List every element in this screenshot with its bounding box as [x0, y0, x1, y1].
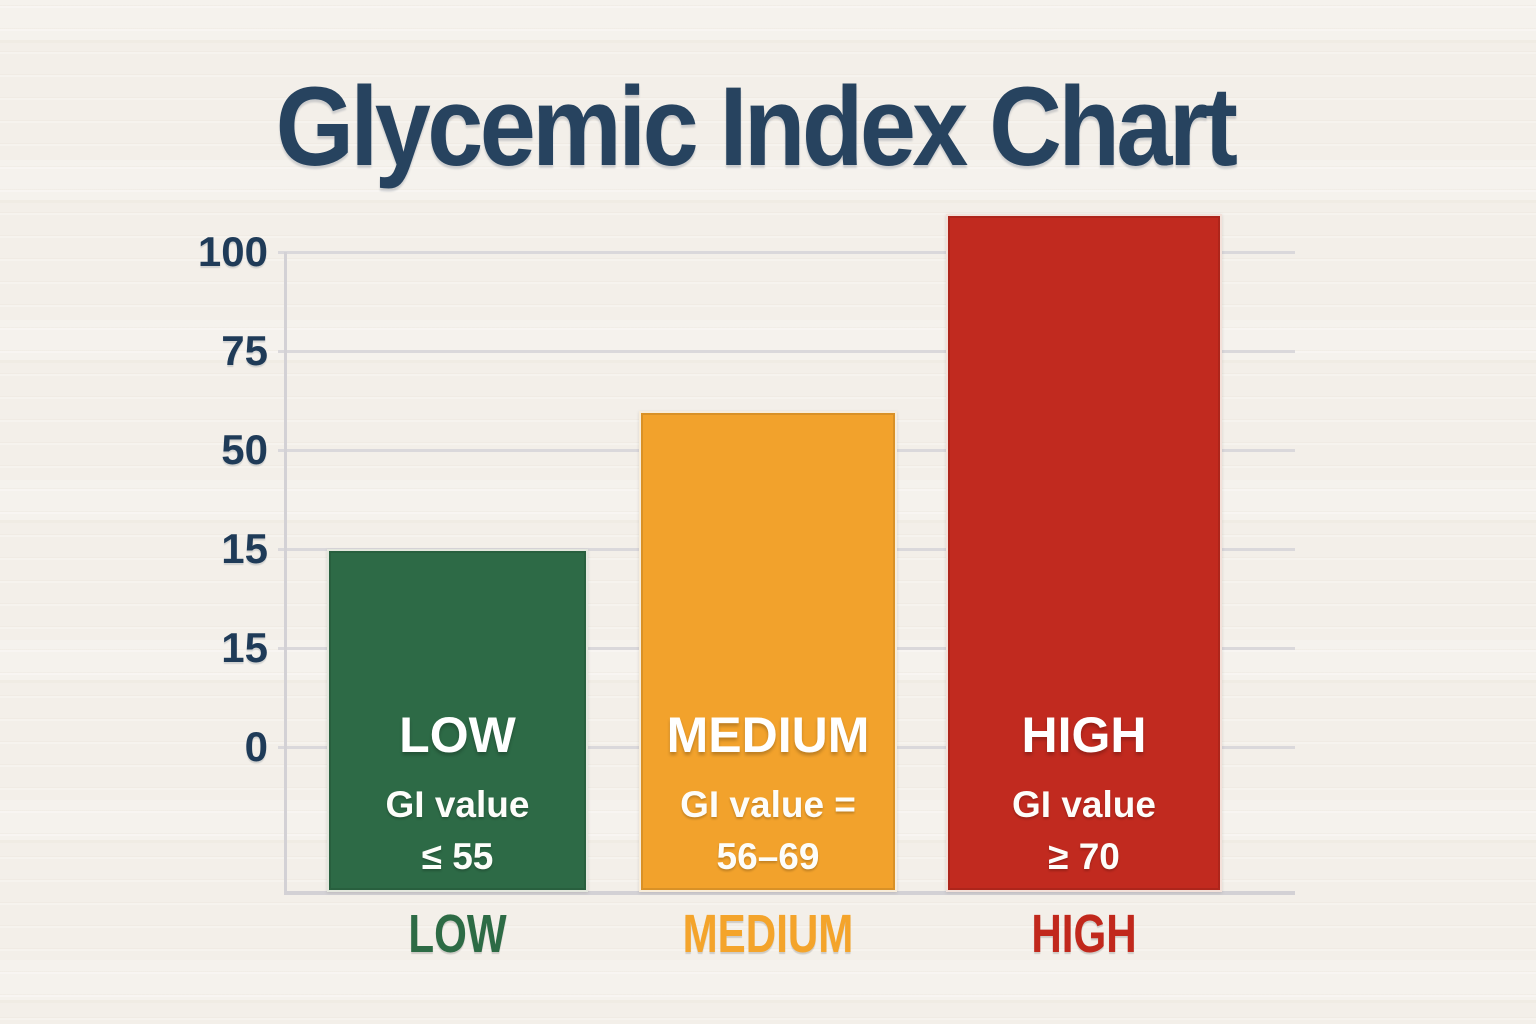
y-axis-tick-label: 15 [221, 525, 268, 572]
x-axis-label-medium: MEDIUM [682, 904, 854, 964]
bar-medium-gi-range-label: 56–69 [716, 836, 820, 877]
bar-medium-gi-value-label: GI value = [680, 784, 856, 825]
x-axis-label-low: LOW [408, 904, 507, 964]
x-axis-line [284, 891, 1295, 895]
y-axis-tick-label: 100 [197, 228, 268, 275]
gridline-75 [278, 350, 1295, 353]
bar-high: HIGH GI value ≥ 70 [946, 214, 1222, 892]
bar-high-gi-range-label: ≥ 70 [1048, 836, 1120, 877]
bar-medium-title-label: MEDIUM [666, 707, 870, 763]
bar-high-title-label: HIGH [1021, 707, 1147, 763]
chart-title: Glycemic Index Chart [275, 64, 1238, 189]
bar-low: LOW GI value ≤ 55 [327, 549, 588, 892]
y-axis-line [284, 252, 287, 894]
y-axis-tick-label: 0 [244, 723, 268, 770]
bar-low-gi-range-label: ≤ 55 [421, 836, 494, 877]
y-axis-tick-label: 15 [221, 624, 268, 671]
bar-high-gi-value-label: GI value [1012, 784, 1156, 825]
bar-low-title-label: LOW [399, 707, 516, 763]
bar-medium: MEDIUM GI value = 56–69 [639, 411, 897, 892]
bar-low-gi-value-label: GI value [385, 784, 530, 825]
y-axis-tick-label: 75 [221, 327, 268, 374]
x-axis-label-high: HIGH [1031, 904, 1137, 964]
gridline-100 [278, 251, 1295, 254]
y-axis-tick-label: 50 [221, 426, 268, 473]
